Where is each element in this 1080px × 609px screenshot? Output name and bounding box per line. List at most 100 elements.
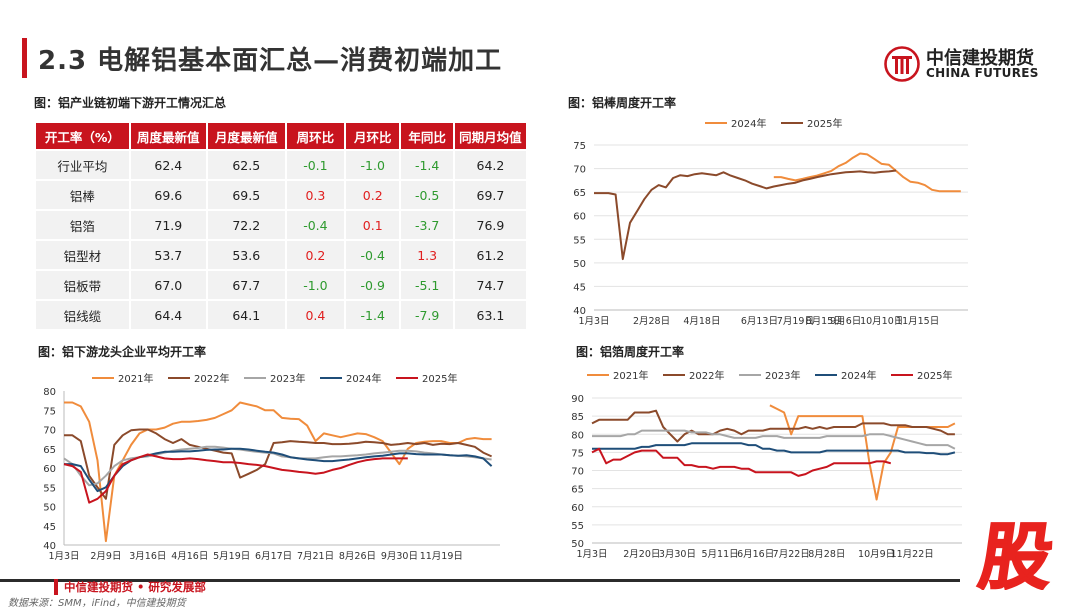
x-tick-label: 7月19日 xyxy=(777,316,814,327)
table-cell: -1.0 xyxy=(286,271,345,299)
table-cell: -1.4 xyxy=(401,151,453,179)
table-cell: -0.5 xyxy=(401,181,453,209)
x-tick-label: 2月20日 xyxy=(623,549,660,560)
table-cell: 72.2 xyxy=(207,211,285,239)
table-row: 铝箔 71.9 72.2 -0.4 0.1 -3.7 76.9 xyxy=(36,211,526,239)
table-cell: -0.4 xyxy=(346,241,400,269)
legend-label: 2025年 xyxy=(917,369,952,382)
x-tick-label: 1月3日 xyxy=(48,551,79,562)
x-tick-label: 2月9日 xyxy=(90,551,121,562)
table-cell: 0.1 xyxy=(346,211,400,239)
table-header: 年同比 xyxy=(401,123,453,149)
y-tick-label: 40 xyxy=(573,306,586,317)
chart-caption-rod: 图：铝棒周度开工率 xyxy=(568,96,677,110)
x-tick-label: 3月16日 xyxy=(129,551,166,562)
table-cell: -3.7 xyxy=(401,211,453,239)
legend-label: 2024年 xyxy=(346,372,381,385)
y-tick-label: 80 xyxy=(43,387,56,398)
table-cell: 0.2 xyxy=(346,181,400,209)
y-tick-label: 50 xyxy=(571,539,584,550)
x-tick-label: 10月10日 xyxy=(860,316,903,327)
x-tick-label: 5月11日 xyxy=(702,549,739,560)
legend-label: 2022年 xyxy=(689,369,724,382)
table-cell: -1.4 xyxy=(346,301,400,329)
chart-avg-utilization: 40 45 50 55 60 65 70 75 80 1月3日 2月9日 3月16日 4月16日 5月19… xyxy=(43,372,500,562)
table-cell: 62.4 xyxy=(130,151,206,179)
logo-name-en: CHINA FUTURES xyxy=(926,66,1039,80)
x-tick-label: 9月30日 xyxy=(381,551,418,562)
table-row: 铝型材 53.7 53.6 0.2 -0.4 1.3 61.2 xyxy=(36,241,526,269)
footer-org: 中信建投期货 • 研究发展部 xyxy=(64,580,206,594)
table-row: 铝线缆 64.4 64.1 0.4 -1.4 -7.9 63.1 xyxy=(36,301,526,329)
x-tick-label: 6月13日 xyxy=(741,316,778,327)
legend-label: 2021年 xyxy=(613,369,648,382)
legend-label: 2021年 xyxy=(118,372,153,385)
y-tick-label: 75 xyxy=(573,141,586,152)
y-tick-label: 50 xyxy=(573,259,586,270)
y-tick-label: 90 xyxy=(571,394,584,405)
table-header: 开工率（%） xyxy=(36,123,129,149)
y-tick-label: 65 xyxy=(573,188,586,199)
table-row: 行业平均 62.4 62.5 -0.1 -1.0 -1.4 64.2 xyxy=(36,151,526,179)
table-caption: 图：铝产业链初端下游开工情况汇总 xyxy=(34,96,227,110)
series-line xyxy=(773,152,961,193)
legend-label: 2025年 xyxy=(422,372,457,385)
row-label: 铝棒 xyxy=(36,181,129,209)
table-header: 同期月均值 xyxy=(454,123,526,149)
table-row: 铝棒 69.6 69.5 0.3 0.2 -0.5 69.7 xyxy=(36,181,526,209)
table-cell: 53.7 xyxy=(130,241,206,269)
x-tick-label: 11月15日 xyxy=(896,316,939,327)
y-tick-label: 60 xyxy=(573,212,586,223)
x-tick-label: 8月15日 xyxy=(806,316,843,327)
table-cell: 69.6 xyxy=(130,181,206,209)
table-cell: -0.1 xyxy=(286,151,345,179)
table-header: 周环比 xyxy=(286,123,345,149)
table-cell: 62.5 xyxy=(207,151,285,179)
x-tick-label: 6月17日 xyxy=(255,551,292,562)
y-tick-label: 50 xyxy=(43,503,56,514)
table-header: 周度最新值 xyxy=(130,123,206,149)
x-tick-label: 9月6日 xyxy=(830,316,861,327)
x-tick-label: 7月21日 xyxy=(297,551,334,562)
series-line xyxy=(592,429,956,450)
row-label: 行业平均 xyxy=(36,151,129,179)
x-tick-label: 1月3日 xyxy=(576,549,607,560)
table-cell: 63.1 xyxy=(454,301,526,329)
x-tick-label: 3月30日 xyxy=(659,549,696,560)
series-line xyxy=(592,442,956,456)
series-line xyxy=(591,447,892,477)
table-cell: 1.3 xyxy=(401,241,453,269)
x-tick-label: 4月18日 xyxy=(683,316,720,327)
table-cell: 61.2 xyxy=(454,241,526,269)
y-tick-label: 70 xyxy=(571,467,584,478)
table-cell: 69.7 xyxy=(454,181,526,209)
chart-caption-avg: 图：铝下游龙头企业平均开工率 xyxy=(38,345,207,359)
x-tick-label: 6月16日 xyxy=(737,549,774,560)
table-cell: 67.0 xyxy=(130,271,206,299)
table-row: 铝板带 67.0 67.7 -1.0 -0.9 -5.1 74.7 xyxy=(36,271,526,299)
y-tick-label: 75 xyxy=(43,406,56,417)
legend-label: 2023年 xyxy=(270,372,305,385)
y-tick-label: 45 xyxy=(43,522,56,533)
legend-label: 2025年 xyxy=(807,117,842,130)
y-tick-label: 70 xyxy=(573,165,586,176)
utilization-summary-table: 开工率（%） 周度最新值 月度最新值 周环比 月环比 年同比 同期月均值 行业平… xyxy=(34,121,528,331)
svg-text:股: 股 xyxy=(974,516,1058,590)
row-label: 铝型材 xyxy=(36,241,129,269)
footer-divider xyxy=(0,579,960,582)
table-cell: 64.2 xyxy=(454,151,526,179)
series-line xyxy=(64,428,493,500)
table-cell: -7.9 xyxy=(401,301,453,329)
y-tick-label: 60 xyxy=(571,503,584,514)
y-tick-label: 70 xyxy=(43,426,56,437)
table-cell: 0.3 xyxy=(286,181,345,209)
table-cell: 69.5 xyxy=(207,181,285,209)
x-tick-label: 11月22日 xyxy=(891,549,934,560)
table-cell: 74.7 xyxy=(454,271,526,299)
x-tick-label: 8月28日 xyxy=(808,549,845,560)
row-label: 铝线缆 xyxy=(36,301,129,329)
table-cell: 64.4 xyxy=(130,301,206,329)
x-tick-label: 7月22日 xyxy=(773,549,810,560)
table-cell: 76.9 xyxy=(454,211,526,239)
